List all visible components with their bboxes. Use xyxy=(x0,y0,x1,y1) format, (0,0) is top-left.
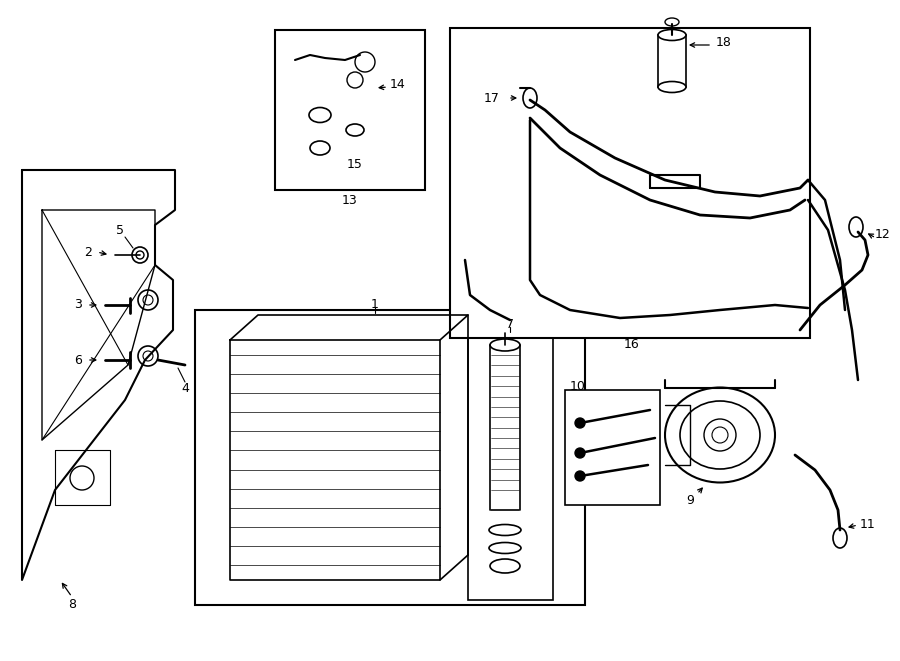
Text: 7: 7 xyxy=(506,317,514,330)
Circle shape xyxy=(347,72,363,88)
Text: 4: 4 xyxy=(181,381,189,395)
Circle shape xyxy=(143,351,153,361)
Circle shape xyxy=(704,419,736,451)
Circle shape xyxy=(138,346,158,366)
Circle shape xyxy=(712,427,728,443)
Text: 15: 15 xyxy=(347,159,363,171)
Circle shape xyxy=(575,448,585,458)
Circle shape xyxy=(143,295,153,305)
Ellipse shape xyxy=(498,325,512,334)
Text: 16: 16 xyxy=(624,338,640,352)
Text: 3: 3 xyxy=(74,299,82,311)
Bar xyxy=(275,30,425,190)
Ellipse shape xyxy=(346,124,364,136)
Bar xyxy=(195,310,585,605)
Ellipse shape xyxy=(523,88,537,108)
Ellipse shape xyxy=(489,543,521,553)
Ellipse shape xyxy=(310,141,330,155)
Circle shape xyxy=(355,52,375,72)
Ellipse shape xyxy=(665,18,679,26)
Ellipse shape xyxy=(849,217,863,237)
Circle shape xyxy=(136,251,144,259)
Circle shape xyxy=(575,471,585,481)
Text: 6: 6 xyxy=(74,354,82,366)
Bar xyxy=(565,390,660,505)
Text: 13: 13 xyxy=(342,194,358,206)
Text: 2: 2 xyxy=(84,245,92,258)
Text: 8: 8 xyxy=(68,598,76,611)
Ellipse shape xyxy=(489,524,521,535)
Text: 18: 18 xyxy=(716,36,732,48)
Text: 5: 5 xyxy=(116,223,124,237)
Bar xyxy=(468,330,553,600)
Text: 9: 9 xyxy=(686,494,694,506)
Text: 11: 11 xyxy=(860,518,876,531)
Circle shape xyxy=(132,247,148,263)
Bar xyxy=(658,35,686,87)
Bar xyxy=(450,28,810,338)
Ellipse shape xyxy=(833,528,847,548)
Ellipse shape xyxy=(490,339,520,351)
Ellipse shape xyxy=(680,401,760,469)
Text: 1: 1 xyxy=(371,299,379,311)
Ellipse shape xyxy=(665,387,775,483)
Text: 14: 14 xyxy=(390,79,406,91)
Ellipse shape xyxy=(658,81,686,93)
Text: 17: 17 xyxy=(484,91,500,104)
Text: 12: 12 xyxy=(875,229,891,241)
Ellipse shape xyxy=(309,108,331,122)
Circle shape xyxy=(138,290,158,310)
Ellipse shape xyxy=(658,30,686,40)
Circle shape xyxy=(575,418,585,428)
Text: 10: 10 xyxy=(570,379,586,393)
Ellipse shape xyxy=(490,559,520,573)
Circle shape xyxy=(70,466,94,490)
